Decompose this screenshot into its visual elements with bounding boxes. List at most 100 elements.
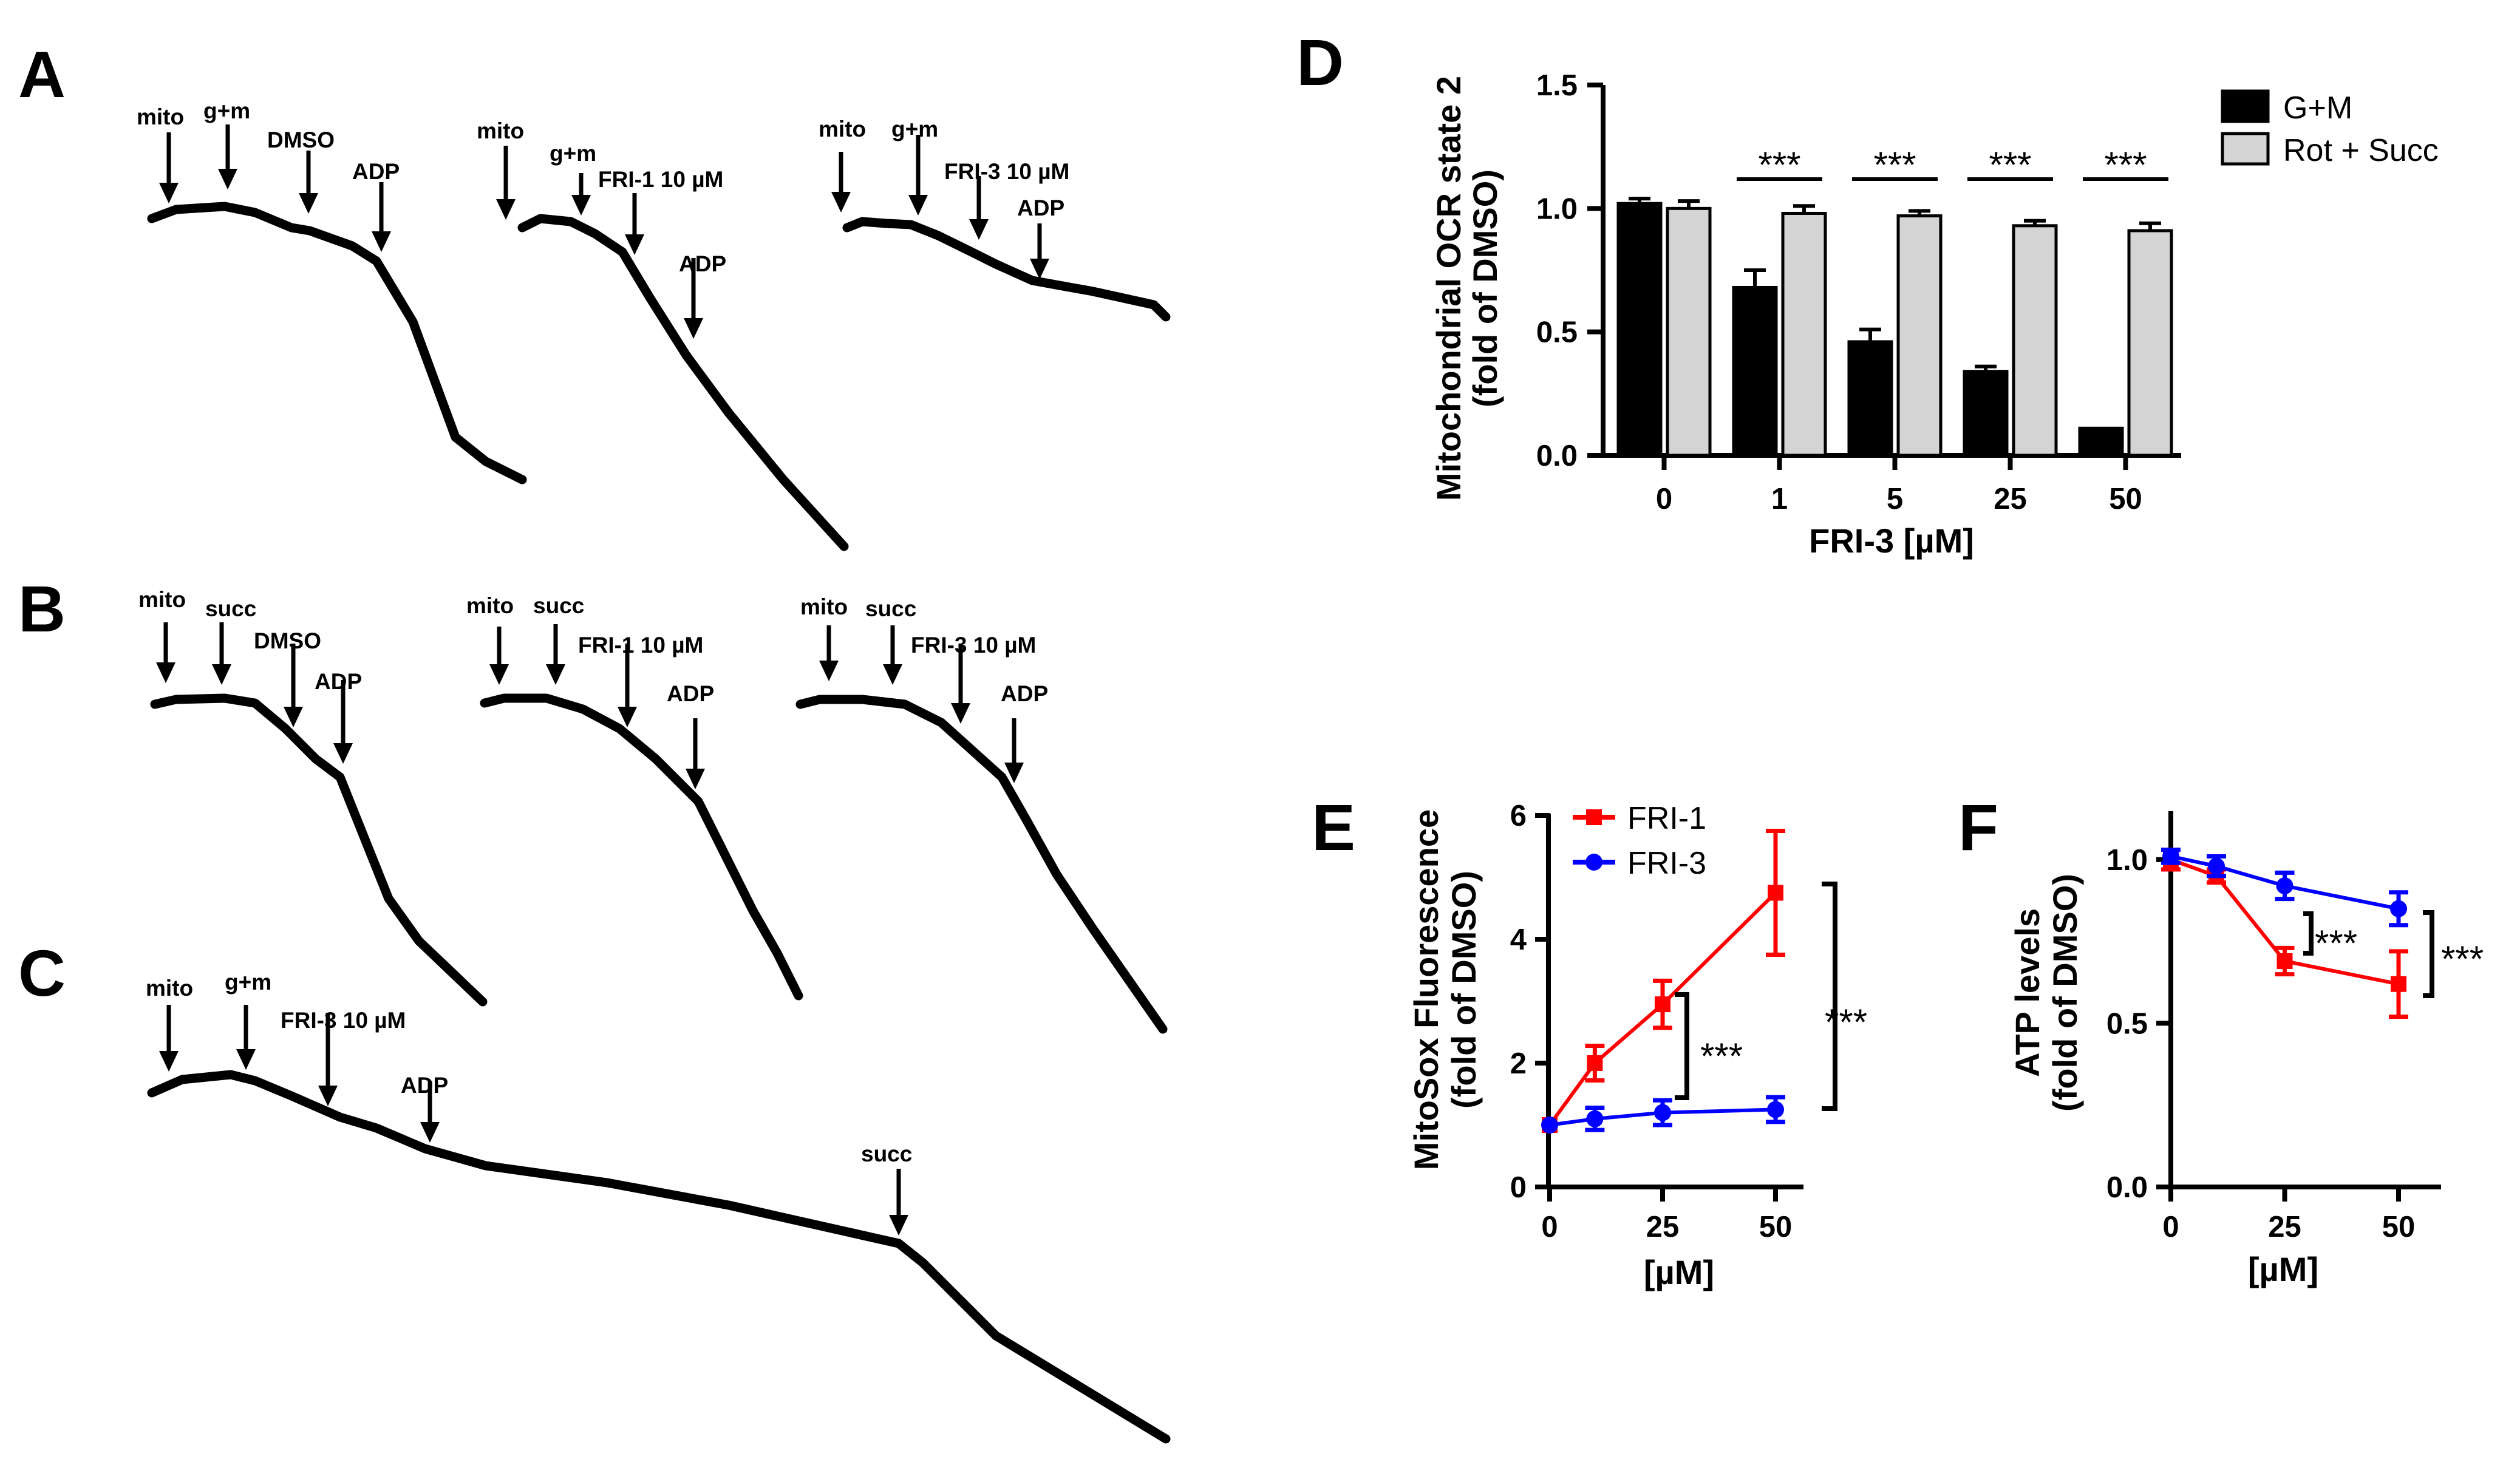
d-xtick-label: 1: [1771, 483, 1788, 515]
trace-line: [517, 214, 849, 551]
sig-stars-d: ***: [1873, 144, 1916, 185]
d-xtick-label: 50: [2109, 483, 2142, 515]
panel-e-ylabel-line2: (fold of DMSO): [1445, 871, 1483, 1109]
bar-g-m-50: [2078, 426, 2124, 457]
panel-letter-a: A: [18, 38, 66, 111]
d-xtick-label: 5: [1887, 483, 1903, 515]
arrow-head: [236, 1049, 256, 1070]
panel-f-xlabel: [µM]: [2248, 1250, 2318, 1288]
bracket-e-50: [1822, 882, 1837, 1111]
arrow-head: [546, 664, 565, 685]
arrow-g-m: [218, 124, 237, 189]
arrow-adp: [1030, 223, 1049, 279]
annotation-mito: mito: [137, 104, 184, 129]
series-line: [1549, 1107, 1776, 1127]
arrow-adp: [333, 680, 353, 764]
arrow-head: [819, 661, 839, 681]
annotation-adp: ADP: [1017, 195, 1064, 220]
arrow-head: [372, 231, 391, 252]
e-ytick-label: 0: [1510, 1171, 1527, 1204]
arrow-succ: [546, 624, 565, 685]
annotation-fri-3-10-m: FRI-3 10 µM: [911, 633, 1036, 658]
arrow-fri-3-10-m: [969, 176, 989, 240]
bar-g-m-25: [1963, 370, 2009, 457]
e-xtick-label: 25: [1646, 1211, 1680, 1243]
arrow-mito: [156, 622, 175, 683]
point-fri-3: [1767, 1101, 1784, 1118]
arrow-head: [284, 707, 303, 727]
arrow-head: [1030, 259, 1049, 279]
arrow-head: [496, 199, 516, 220]
e-ytick-label: 6: [1510, 800, 1527, 832]
panel-d: D Mitochondrial OCR state 2 (fold of DMS…: [1296, 25, 2439, 560]
panel-d-ylabel-line1: Mitochondrial OCR state 2: [1429, 76, 1468, 501]
d-ytick-label: 0.0: [1536, 440, 1578, 472]
panel-f: F ATP levels (fold of DMSO) 0.0 0.5 1.0 0 2…: [1958, 790, 2484, 1288]
arrow-head: [1004, 763, 1024, 783]
legend-marker-fri3: [1585, 854, 1602, 871]
annotation-fri-3-10-m: FRI-3 10 µM: [944, 159, 1069, 184]
annotation-adp: ADP: [401, 1073, 448, 1098]
legend-label-fri1: FRI-1: [1627, 801, 1706, 836]
annotation-succ: succ: [865, 596, 916, 621]
panel-d-ylabel-line2: (fold of DMSO): [1466, 169, 1504, 407]
arrow-mito: [159, 132, 179, 203]
point-fri-1: [1655, 996, 1670, 1013]
arrow-head: [318, 1086, 338, 1106]
panel-e: E MitoSox Fluorescence (fold of DMSO) 0 2…: [1312, 790, 1867, 1291]
e-xtick-label: 0: [1541, 1211, 1558, 1243]
arrow-g-m: [571, 173, 591, 216]
f-ytick-label: 1.0: [2106, 844, 2148, 877]
annotation-mito: mito: [466, 593, 514, 618]
arrow-head: [212, 664, 231, 685]
d-ytick-label: 0.5: [1536, 316, 1578, 349]
annotation-mito: mito: [819, 117, 866, 141]
point-fri-1: [1587, 1055, 1603, 1071]
point-fri-3: [2276, 877, 2294, 894]
trace-line: [795, 695, 1168, 1034]
arrow-head: [969, 219, 989, 240]
arrow-head: [159, 1051, 179, 1072]
f-ytick-label: 0.5: [2106, 1007, 2148, 1040]
arrow-head: [333, 743, 353, 764]
annotation-adp: ADP: [679, 251, 726, 276]
arrow-head: [159, 183, 179, 203]
arrow-dmso: [284, 644, 303, 727]
panel-f-ylabel-line1: ATP levels: [2008, 908, 2046, 1077]
arrow-head: [831, 192, 851, 212]
arrow-fri-3-10-m: [318, 1013, 338, 1106]
arrow-head: [156, 662, 175, 683]
panel-letter-d: D: [1296, 25, 1344, 99]
legend-label-gm: G+M: [2283, 90, 2352, 126]
sig-stars-d: ***: [2104, 144, 2147, 185]
trace-b-2: mito succ FRI-1 10 µM ADP: [466, 593, 803, 1001]
annotation-dmso: DMSO: [267, 127, 335, 152]
f-xtick-label: 25: [2268, 1211, 2301, 1243]
panel-letter-f: F: [1958, 790, 1998, 864]
arrow-head: [571, 195, 591, 216]
point-fri-3: [1654, 1104, 1671, 1121]
panel-letter-e: E: [1312, 790, 1355, 864]
arrow-succ: [883, 625, 902, 685]
arrow-dmso: [299, 151, 318, 214]
arrow-head: [625, 234, 644, 255]
series-fri-3: [1541, 1095, 1785, 1134]
annotation-dmso: DMSO: [254, 628, 321, 653]
annotation-mito: mito: [477, 118, 524, 143]
point-fri-3: [2208, 857, 2225, 875]
bar-g-m-5: [1847, 340, 1893, 457]
panel-e-ylabel-line1: MitoSox Fluorescence: [1407, 809, 1445, 1170]
arrow-mito: [496, 146, 516, 220]
bar-rot-succ-5: [1896, 214, 1943, 457]
arrow-head: [951, 703, 970, 724]
arrow-adp: [684, 258, 703, 339]
panel-letter-b: B: [18, 572, 66, 645]
series-line: [1548, 891, 1777, 1126]
point-fri-3: [2390, 900, 2407, 917]
trace-b-3: mito succ FRI-3 10 µM ADP: [795, 594, 1168, 1034]
panel-f-ylabel-line2: (fold of DMSO): [2046, 874, 2084, 1112]
arrow-g-m: [236, 1005, 256, 1070]
series-fri-3: [2161, 848, 2408, 928]
